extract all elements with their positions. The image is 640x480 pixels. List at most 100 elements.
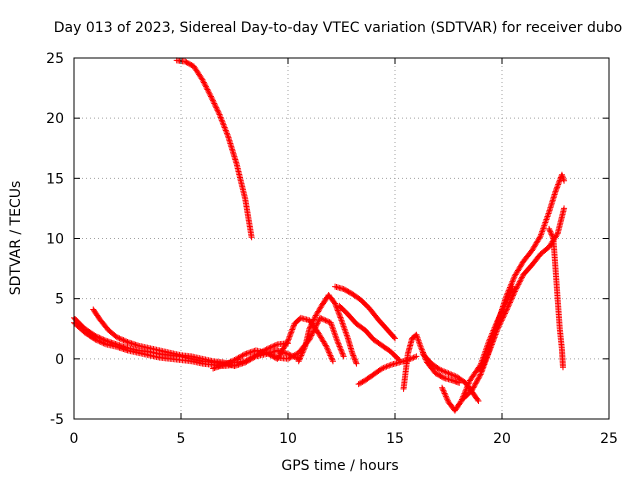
y-tick-label: 15 [46, 171, 64, 187]
data-point [228, 358, 235, 365]
data-point [516, 278, 523, 285]
data-point [462, 387, 469, 394]
data-point [223, 130, 230, 137]
data-point [213, 106, 220, 113]
data-point [214, 107, 221, 114]
data-point [451, 372, 458, 379]
y-tick-label: 5 [55, 292, 64, 308]
data-point [211, 100, 218, 107]
data-point [442, 393, 449, 400]
data-point [337, 346, 344, 353]
data-point [559, 364, 566, 371]
data-point [223, 128, 230, 135]
data-point [449, 372, 456, 379]
data-point [267, 344, 274, 351]
x-tick-label: 10 [279, 431, 297, 447]
data-point [555, 181, 562, 188]
data-point [123, 338, 130, 345]
data-point [288, 327, 295, 334]
data-point [474, 377, 481, 384]
data-point [510, 275, 517, 282]
data-point [510, 292, 517, 299]
x-tick-label: 20 [493, 431, 511, 447]
data-point [356, 380, 363, 387]
x-axis-label: GPS time / hours [281, 458, 398, 474]
data-point [287, 332, 294, 339]
data-point [355, 381, 362, 388]
data-point [222, 127, 229, 134]
data-point [215, 110, 222, 117]
data-point [513, 285, 520, 292]
data-point [473, 379, 480, 386]
data-point [289, 325, 296, 332]
data-point [506, 285, 513, 292]
data-point [481, 359, 488, 366]
data-point [411, 354, 418, 361]
data-point [335, 308, 342, 315]
data-point [536, 234, 543, 241]
data-point [410, 354, 417, 361]
data-point [439, 374, 446, 381]
data-point [517, 277, 524, 284]
x-tick-label: 25 [600, 431, 618, 447]
data-point [91, 335, 98, 342]
data-point [392, 335, 398, 342]
data-point [482, 356, 489, 363]
data-point [325, 348, 332, 355]
data-point [272, 341, 279, 348]
data-point [119, 336, 126, 343]
data-point [297, 353, 304, 360]
data-point [556, 178, 563, 185]
data-point [478, 364, 485, 371]
data-point [202, 83, 209, 90]
series-arc-12 [419, 351, 482, 404]
data-points [71, 57, 568, 414]
chart-title: Day 013 of 2023, Sidereal Day-to-day VTE… [54, 20, 622, 36]
data-point [210, 99, 217, 106]
data-point [483, 353, 490, 360]
data-point [469, 387, 476, 394]
data-point [338, 349, 345, 356]
data-point [508, 280, 515, 287]
data-point [478, 366, 485, 373]
data-point [516, 280, 523, 287]
data-point [511, 274, 518, 281]
data-point [476, 372, 483, 379]
data-point [515, 281, 522, 288]
data-point [334, 339, 341, 346]
series-arc-2 [71, 319, 238, 370]
data-point [511, 289, 518, 296]
data-point [298, 352, 305, 359]
data-point [504, 304, 511, 311]
data-point [549, 232, 556, 239]
data-point [379, 365, 386, 372]
data-point [309, 331, 316, 338]
data-point [219, 120, 226, 127]
data-point [480, 360, 487, 367]
data-point [439, 384, 446, 391]
data-point [506, 284, 513, 291]
data-point [93, 337, 100, 344]
data-point [208, 94, 215, 101]
x-tick-label: 15 [386, 431, 404, 447]
series-arc-15 [477, 171, 568, 374]
data-point [555, 180, 562, 187]
data-point [518, 274, 525, 281]
data-point [200, 79, 207, 86]
data-point [358, 379, 365, 386]
data-point [332, 300, 339, 307]
data-point [222, 361, 229, 368]
data-point [546, 225, 553, 232]
data-point [457, 399, 464, 406]
data-point [334, 306, 341, 313]
data-point [327, 352, 334, 359]
data-point [287, 330, 294, 337]
data-point [352, 357, 359, 364]
data-point [286, 334, 293, 341]
data-point [95, 337, 102, 344]
y-tick-label: 0 [55, 352, 64, 368]
data-point [340, 352, 347, 359]
data-point [221, 124, 228, 131]
data-point [121, 337, 128, 344]
data-point [307, 323, 314, 330]
